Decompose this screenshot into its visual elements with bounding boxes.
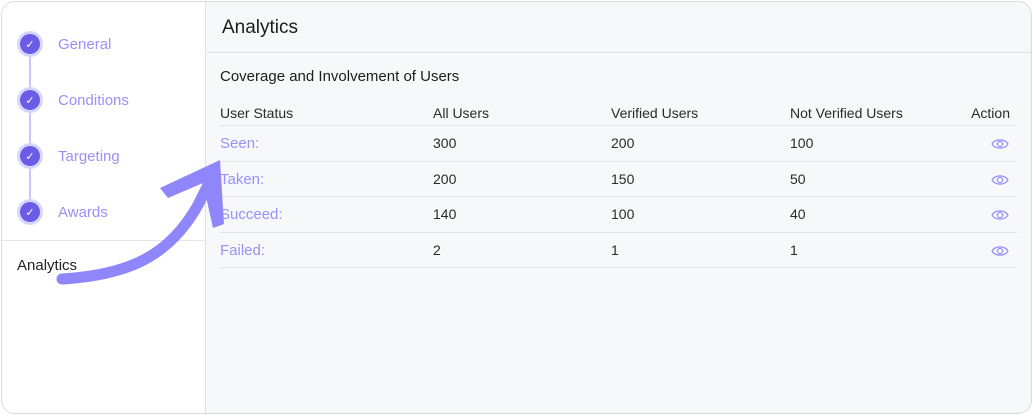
col-action: Action <box>971 105 1010 121</box>
step-label: Targeting <box>58 147 120 165</box>
eye-icon[interactable] <box>991 208 1009 226</box>
col-verified-users: Verified Users <box>611 105 699 121</box>
all-users-value: 2 <box>433 241 441 258</box>
verified-users-value: 100 <box>611 206 635 222</box>
not-verified-users-value: 100 <box>790 135 814 151</box>
col-all-users: All Users <box>433 105 490 121</box>
step-general[interactable]: ✓ General <box>2 30 202 58</box>
eye-icon[interactable] <box>991 244 1009 262</box>
col-user-status: User Status <box>220 105 294 121</box>
section-title: Coverage and Involvement of Users <box>220 68 460 85</box>
sidebar: ✓ General ✓ Conditions ✓ Targeting ✓ Awa… <box>2 2 206 413</box>
all-users-value: 300 <box>433 135 457 151</box>
verified-users-value: 200 <box>611 135 635 151</box>
step-label: Awards <box>58 203 108 221</box>
status-label[interactable]: Taken: <box>220 170 265 188</box>
divider <box>2 240 206 241</box>
col-not-verified-users: Not Verified Users <box>790 105 903 121</box>
step-label: General <box>58 35 112 53</box>
table-header: User Status All Users Verified Users Not… <box>220 102 1017 126</box>
check-icon: ✓ <box>17 143 43 169</box>
step-targeting[interactable]: ✓ Targeting <box>2 142 202 170</box>
verified-users-value: 150 <box>611 170 635 187</box>
step-analytics[interactable]: Analytics <box>17 257 78 274</box>
step-conditions[interactable]: ✓ Conditions <box>2 86 202 114</box>
table-row: Seen: 300 200 100 <box>220 126 1017 162</box>
table-row: Taken: 200 150 50 <box>220 162 1017 197</box>
not-verified-users-value: 40 <box>790 206 806 222</box>
table-row: Failed: 2 1 1 <box>220 233 1017 268</box>
check-icon: ✓ <box>17 199 43 225</box>
table-row: Succeed: 140 100 40 <box>220 197 1017 233</box>
check-icon: ✓ <box>17 87 43 113</box>
not-verified-users-value: 50 <box>790 170 806 187</box>
status-label[interactable]: Failed: <box>220 241 266 259</box>
status-label[interactable]: Succeed: <box>220 206 283 223</box>
page-header: Analytics <box>207 2 1031 53</box>
status-label[interactable]: Seen: <box>220 135 260 152</box>
not-verified-users-value: 1 <box>790 241 798 258</box>
check-icon: ✓ <box>17 31 43 57</box>
step-awards[interactable]: ✓ Awards <box>2 198 202 226</box>
all-users-value: 200 <box>433 170 457 187</box>
eye-icon[interactable] <box>991 173 1009 191</box>
step-label: Conditions <box>58 91 129 109</box>
verified-users-value: 1 <box>611 241 619 258</box>
eye-icon[interactable] <box>991 137 1009 155</box>
step-connector <box>29 44 31 214</box>
all-users-value: 140 <box>433 206 457 222</box>
page-title: Analytics <box>222 17 299 38</box>
